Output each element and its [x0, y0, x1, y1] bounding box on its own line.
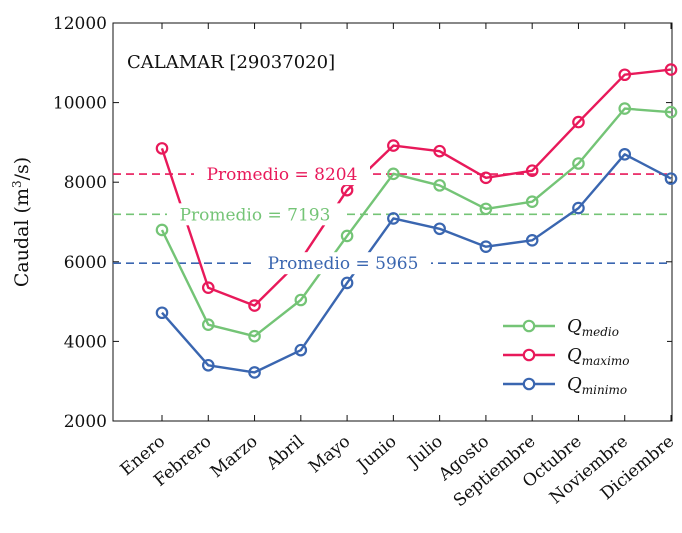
- point-maximo-1: [155, 142, 169, 155]
- y-axis-label-main: Caudal (m: [11, 188, 33, 287]
- legend-label-main: Q: [567, 316, 582, 337]
- legend-label-maximo: Qmaximo: [567, 345, 630, 368]
- point-maximo-9: [525, 164, 539, 177]
- point-maximo-8: [479, 171, 493, 185]
- plot-frame: [112, 22, 673, 422]
- reference-label-maximo: Promedio = 8204: [207, 165, 358, 185]
- point-maximo-2: [201, 281, 215, 294]
- legend-label-sub: medio: [582, 325, 619, 339]
- point-minimo-1: [155, 306, 169, 320]
- reference-label-minimo: Promedio = 5965: [268, 254, 419, 274]
- point-maximo-3: [248, 299, 261, 312]
- y-tick-label: 10000: [53, 94, 107, 114]
- series-line-maximo: [160, 68, 672, 307]
- legend-label-main: Q: [567, 374, 582, 395]
- point-medio-3: [248, 329, 261, 343]
- point-medio-11: [618, 102, 632, 115]
- series-line-minimo: [161, 153, 672, 374]
- legend-swatch-marker-medio: [522, 319, 536, 333]
- y-axis-label-tail: /s): [11, 157, 33, 181]
- legend-label-medio: Qmedio: [567, 316, 619, 339]
- point-medio-1: [155, 223, 169, 237]
- reference-label-bg-medio: [167, 203, 343, 226]
- point-medio-12: [664, 105, 678, 119]
- legend-label-sub: minimo: [582, 383, 627, 397]
- point-minimo-2: [201, 358, 215, 372]
- point-minimo-12: [664, 172, 678, 185]
- reference-label-medio: Promedio = 7193: [180, 205, 331, 225]
- point-medio-5: [340, 229, 354, 243]
- point-minimo-4: [294, 343, 308, 357]
- point-minimo-6: [387, 212, 400, 225]
- point-maximo-10: [572, 115, 585, 129]
- point-medio-10: [572, 157, 585, 170]
- point-minimo-8: [479, 240, 493, 253]
- reference-label-bg-maximo: [194, 163, 370, 186]
- point-medio-8: [479, 202, 493, 216]
- point-minimo-7: [433, 222, 446, 236]
- point-medio-9: [525, 195, 539, 209]
- point-medio-2: [201, 318, 215, 331]
- point-medio-7: [433, 179, 446, 192]
- legend-label-sub: maximo: [582, 354, 630, 368]
- point-maximo-7: [433, 144, 446, 158]
- y-tick-label: 4000: [64, 332, 107, 352]
- y-tick-label: 8000: [64, 173, 107, 193]
- point-minimo-5: [340, 276, 354, 290]
- series-line-medio: [160, 107, 672, 338]
- point-maximo-12: [664, 63, 678, 76]
- y-tick-label: 2000: [64, 412, 107, 432]
- legend-swatch-marker-maximo: [522, 348, 536, 362]
- point-medio-4: [294, 293, 308, 307]
- y-tick-label: 6000: [64, 253, 107, 273]
- y-axis-label: Caudal (m3/s): [10, 157, 33, 287]
- reference-label-bg-minimo: [255, 252, 431, 275]
- y-axis-title: Caudal (m3/s): [10, 157, 33, 287]
- chart-title: CALAMAR [29037020]: [127, 52, 335, 73]
- point-minimo-3: [248, 366, 261, 379]
- point-minimo-11: [618, 148, 632, 161]
- point-minimo-10: [572, 201, 585, 215]
- y-tick-label: 12000: [53, 14, 107, 34]
- legend-label-main: Q: [567, 345, 582, 366]
- legend-swatch-marker-minimo: [522, 377, 536, 391]
- point-maximo-11: [618, 68, 632, 82]
- point-maximo-6: [387, 139, 400, 152]
- point-minimo-9: [525, 234, 539, 247]
- y-axis-label-sup: 3: [10, 180, 24, 188]
- point-medio-6: [387, 167, 400, 181]
- legend-label-minimo: Qminimo: [567, 374, 627, 397]
